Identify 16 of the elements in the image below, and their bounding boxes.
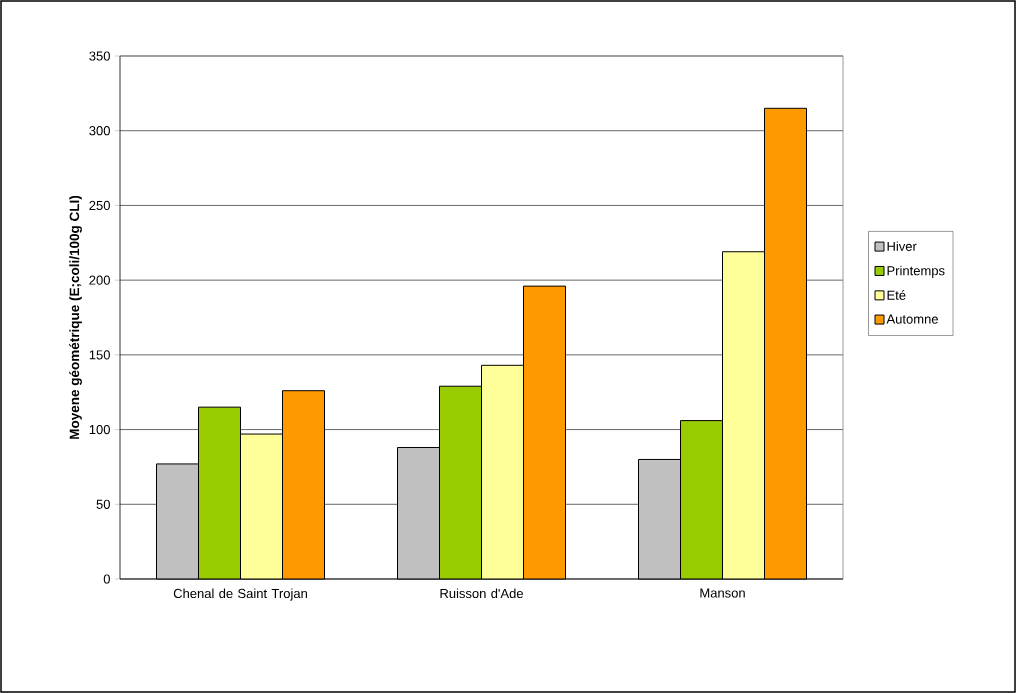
legend-label: Printemps [887,265,945,278]
x-tick-label: Manson [700,588,745,598]
y-tick-label: 0 [103,574,110,584]
x-tick-label: Ruisson d'Ade [440,588,523,599]
y-tick-label: 50 [96,499,110,509]
y-axis-title: Moyene géométrique (E;coli/100g CLI) [69,195,82,439]
legend-label: Hiver [887,241,917,251]
legend-label: Automne [886,314,938,324]
y-tick-label: 200 [89,275,110,285]
y-tick-label: 150 [89,350,110,360]
y-tick-label: 350 [89,51,110,61]
y-tick-label: 300 [89,126,110,136]
y-tick-label: 100 [89,424,110,435]
legend-label: Eté [887,290,906,300]
x-tick-label: Chenal de Saint Trojan [173,588,307,601]
y-tick-label: 250 [89,200,110,211]
